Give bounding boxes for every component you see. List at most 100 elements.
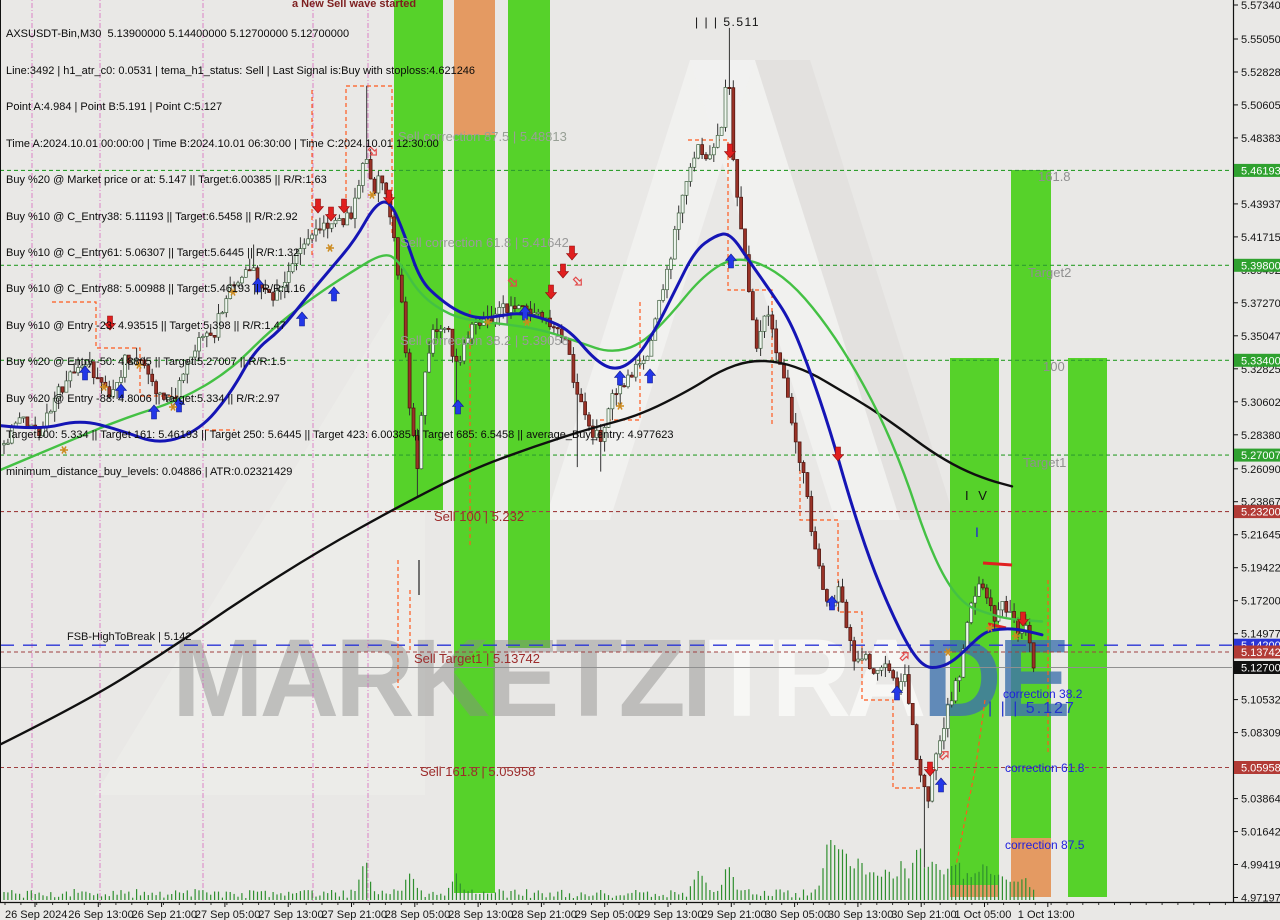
price-tag-label: 5.12700 (1241, 663, 1280, 675)
sar-trail-line (688, 139, 773, 425)
candle-body (232, 284, 236, 287)
candle-body (766, 314, 771, 317)
candle-body (267, 289, 272, 293)
candle-body (520, 305, 525, 308)
price-tag (1234, 353, 1280, 367)
candle-body (516, 305, 521, 309)
candle-body (185, 362, 190, 375)
info-line: Buy %10 @ C_Entry88: 5.00988 || Target:5… (6, 283, 306, 296)
pivot-star-icon (523, 318, 531, 326)
price-tag (1234, 761, 1280, 774)
candle-body (1020, 631, 1024, 634)
price-tick-label: 5.21645 (1241, 530, 1280, 542)
candle-body (860, 658, 864, 661)
candle-body (302, 243, 307, 249)
candle-body (579, 393, 584, 403)
info-line: Target100: 5.334 || Target 161: 5.46193 … (6, 429, 674, 442)
candle-body (704, 154, 708, 160)
candle-body (52, 397, 57, 412)
trend-up-outline-icon (939, 751, 949, 761)
candle-body (864, 654, 868, 660)
trend-up-outline-icon (899, 652, 909, 662)
candle-body (782, 364, 786, 379)
buy-zone-band (454, 135, 495, 893)
time-axis-label: 27 Sep 13:00 (258, 909, 323, 920)
label-wave-iii-low: | | | 5.127 (988, 700, 1076, 717)
candle-body (360, 163, 365, 186)
candle-body (271, 292, 275, 301)
candle-body (321, 222, 326, 231)
candle-body (236, 282, 240, 286)
entry-level-mark (987, 622, 1007, 630)
candle-body (867, 654, 872, 670)
price-axis[interactable]: 5.57340 5.55050 5.52828 5.50605 5.48383 5.439… (1232, 0, 1280, 905)
time-axis-label: 1 Oct 05:00 (955, 909, 1012, 920)
candle-body (427, 352, 431, 373)
candle-body (871, 668, 876, 674)
candle-body (419, 415, 424, 470)
sar-trail-line (345, 85, 393, 235)
candle-body (965, 622, 970, 649)
candle-body (622, 385, 626, 388)
price-tick-label: 4.97197 (1241, 893, 1280, 905)
label-sell-1618: Sell 161.8 | 5.05958 (420, 764, 535, 779)
candle-body (169, 397, 174, 399)
buy-arrow-icon (78, 365, 92, 381)
candle-body (786, 377, 790, 398)
pivot-star-icon (944, 648, 952, 656)
label-wave-i: I (975, 524, 979, 540)
candle-body (162, 392, 166, 400)
candle-body (107, 386, 112, 398)
candle-body (158, 392, 162, 395)
sell-arrow-icon (565, 245, 579, 261)
label-fib-100: 100 (1043, 359, 1065, 374)
candle-body (212, 335, 217, 338)
candle-body (1008, 611, 1013, 613)
price-tick-label: 5.35047 (1241, 331, 1280, 343)
trend-down-outline-icon (507, 277, 517, 287)
sell-arrow-icon (1016, 611, 1030, 627)
pivot-star-icon (484, 318, 492, 326)
candle-body (883, 663, 888, 668)
candle-body (368, 159, 373, 180)
price-tick-label: 5.14977 (1241, 629, 1280, 641)
candle-body (134, 359, 139, 361)
candle-body (587, 414, 591, 427)
candle-body (633, 363, 638, 378)
pivot-star-icon (229, 288, 237, 296)
candle-body (80, 365, 84, 368)
candle-body (719, 126, 724, 136)
price-tag-label: 5.39800 (1241, 260, 1280, 272)
label-sell-100: Sell 100 | 5.232 (434, 509, 524, 524)
candle-body (739, 196, 743, 230)
info-line: Point A:4.984 | Point B:5.191 | Point C:… (6, 101, 223, 114)
candle-body (594, 429, 599, 438)
time-axis-label: 26 Sep 21:00 (132, 909, 197, 920)
candle-body (21, 416, 26, 419)
label-fsb-high: FSB-HighToBreak | 5.142 (67, 631, 192, 643)
candle-body (446, 327, 451, 330)
candle-body (306, 238, 311, 245)
candle-body (423, 371, 428, 416)
candle-body (372, 178, 377, 194)
candle-body (376, 175, 381, 194)
time-axis-label: 30 Sep 21:00 (891, 909, 956, 920)
candle-body (462, 342, 467, 362)
candle-body (848, 627, 853, 641)
candle-body (630, 374, 634, 378)
candle-body (762, 315, 767, 332)
candle-body (641, 360, 646, 364)
ma-slow-line (0, 359, 1014, 746)
candle-body (95, 377, 100, 380)
candle-body (329, 223, 334, 229)
candle-body (770, 314, 775, 330)
candle-body (298, 248, 303, 254)
candle-body (715, 135, 720, 148)
indicator-info-block: AXSUSDT-Bin,M30 5.13900000 5.14400000 5.… (6, 4, 673, 502)
candle-body (403, 301, 408, 354)
candle-body (396, 237, 400, 276)
sell-arrow-icon (337, 198, 351, 214)
buy-zone-band (394, 0, 443, 510)
